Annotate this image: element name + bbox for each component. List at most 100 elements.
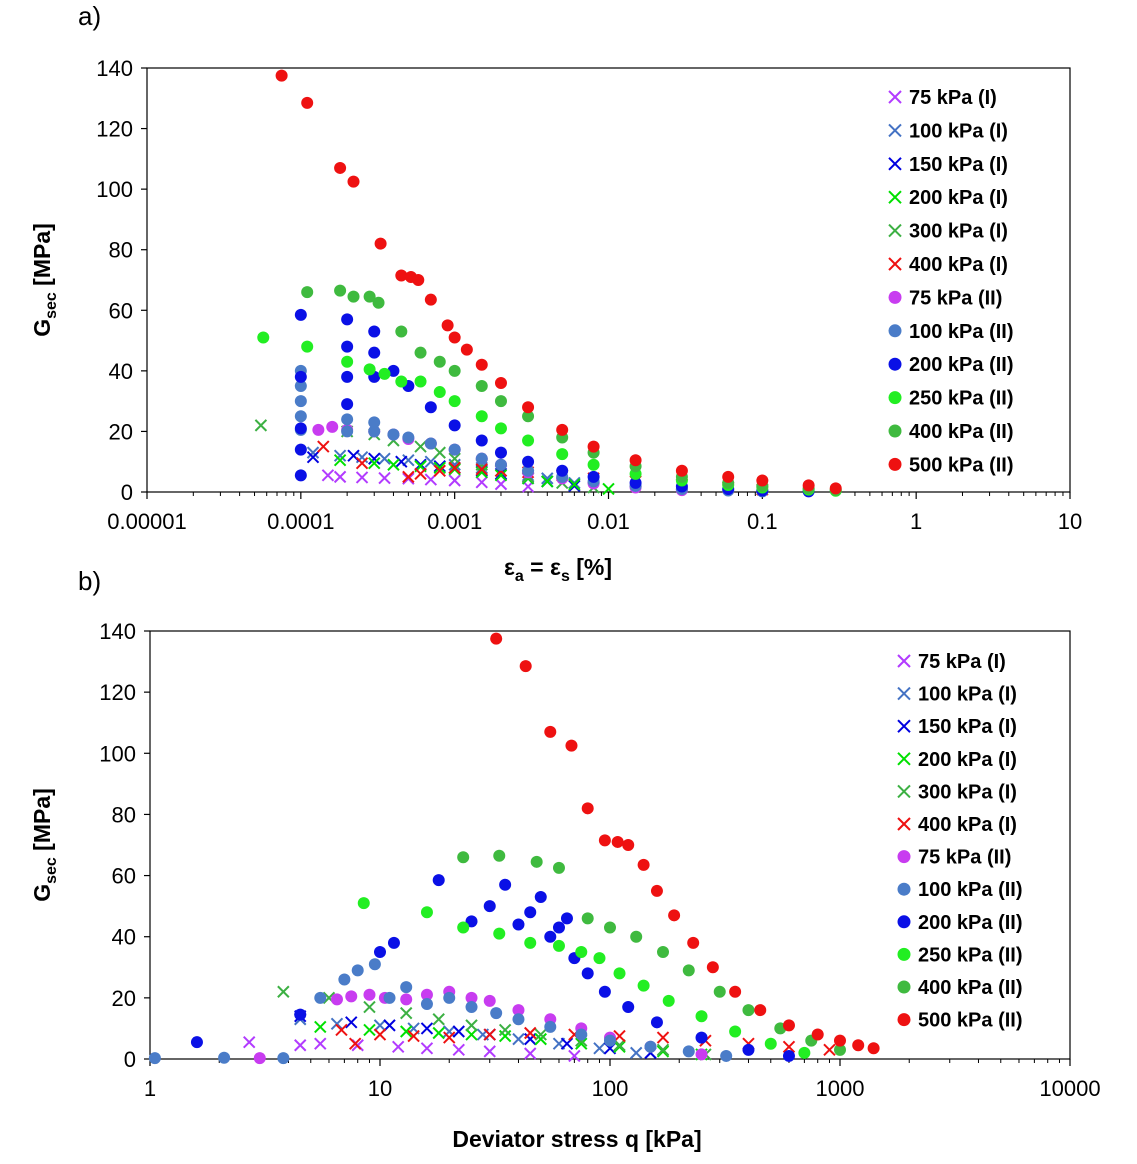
data-point-stroke-b bbox=[541, 472, 554, 485]
data-point bbox=[465, 991, 478, 1004]
data-point bbox=[754, 1004, 767, 1017]
data-point bbox=[424, 437, 437, 450]
data-point bbox=[575, 1037, 588, 1050]
data-point-stroke-b bbox=[414, 458, 427, 471]
data-point bbox=[432, 1013, 445, 1026]
data-point bbox=[465, 1028, 478, 1041]
data-point-stroke-b bbox=[363, 1023, 376, 1037]
legend-marker-stroke-b bbox=[888, 90, 902, 104]
x-tick-label: 0.01 bbox=[587, 509, 630, 534]
data-point-stroke-b bbox=[345, 1016, 358, 1029]
panel-b-x-axis-title: Deviator stress q [kPa] bbox=[452, 1126, 701, 1152]
data-point bbox=[656, 1031, 670, 1044]
legend-entry: 500 kPa (II) bbox=[918, 1010, 1023, 1032]
data-point bbox=[448, 474, 461, 487]
data-point-stroke-b bbox=[524, 1026, 537, 1040]
data-point bbox=[524, 906, 537, 919]
data-point bbox=[368, 457, 381, 470]
data-point-stroke-b bbox=[452, 1025, 465, 1038]
data-point-stroke-b bbox=[541, 475, 554, 488]
data-point bbox=[782, 1019, 795, 1032]
data-point-stroke-b bbox=[483, 1028, 496, 1041]
x-tick-label: 0.1 bbox=[747, 509, 778, 534]
data-point bbox=[522, 455, 535, 468]
data-point-stroke-b bbox=[494, 469, 508, 482]
data-point bbox=[414, 375, 427, 388]
data-point bbox=[682, 964, 695, 977]
data-point bbox=[602, 482, 615, 496]
data-point bbox=[368, 452, 381, 465]
data-point bbox=[294, 1008, 307, 1021]
x-tick-label: 0.001 bbox=[427, 509, 482, 534]
panel-b-ylabel-sub: sec bbox=[43, 857, 60, 884]
legend-marker bbox=[897, 1013, 911, 1027]
legend-marker-stroke-b bbox=[888, 190, 902, 204]
data-point bbox=[530, 855, 543, 868]
data-point bbox=[414, 467, 427, 481]
data-point bbox=[363, 988, 376, 1001]
data-point-stroke-b bbox=[448, 461, 461, 474]
y-tick-label: 60 bbox=[112, 864, 136, 889]
data-point bbox=[524, 1026, 537, 1040]
data-point bbox=[475, 461, 488, 474]
legend-marker bbox=[888, 457, 902, 471]
data-point bbox=[457, 921, 470, 934]
data-point bbox=[729, 1025, 742, 1038]
data-point-stroke-b bbox=[448, 474, 461, 487]
data-point bbox=[374, 237, 387, 250]
data-point bbox=[294, 380, 307, 392]
data-point bbox=[581, 967, 594, 980]
data-point bbox=[407, 1029, 420, 1043]
data-point bbox=[348, 1037, 362, 1050]
data-point bbox=[611, 835, 624, 848]
data-point bbox=[662, 994, 675, 1007]
data-point bbox=[314, 1020, 327, 1034]
legend-marker bbox=[897, 752, 911, 766]
legend-entry: 300 kPa (I) bbox=[909, 221, 1008, 243]
data-point bbox=[534, 1032, 547, 1046]
y-tick-label: 80 bbox=[112, 802, 136, 827]
data-point-stroke-b bbox=[355, 471, 369, 484]
data-point bbox=[657, 946, 670, 958]
data-point-stroke-b bbox=[656, 1031, 670, 1044]
data-point bbox=[556, 423, 569, 436]
legend-marker bbox=[897, 980, 911, 994]
data-point bbox=[544, 930, 557, 943]
data-point bbox=[347, 175, 360, 188]
legend-marker-stroke-b bbox=[888, 223, 902, 238]
panel-b-y-axis-title: Gsec [MPa] bbox=[29, 788, 60, 902]
data-point bbox=[363, 1000, 376, 1014]
panel-b: b) 0 20 40 60 80 100 120 140 1 10 100 1000 10000 75… bbox=[29, 566, 1101, 1152]
data-point bbox=[374, 946, 386, 958]
data-point bbox=[512, 918, 525, 931]
data-point-stroke-b bbox=[378, 452, 391, 465]
data-point bbox=[277, 1052, 290, 1065]
data-point bbox=[351, 964, 364, 977]
data-point bbox=[560, 912, 573, 925]
data-point bbox=[243, 1035, 256, 1049]
data-point bbox=[587, 458, 600, 471]
legend-marker-stroke-b bbox=[897, 817, 911, 831]
legend-marker bbox=[888, 324, 902, 338]
data-point bbox=[294, 410, 307, 423]
data-point bbox=[294, 443, 307, 456]
data-point bbox=[798, 1046, 811, 1059]
data-point-stroke-b bbox=[613, 1039, 626, 1052]
data-point-stroke-b bbox=[568, 478, 581, 491]
data-point bbox=[383, 1019, 396, 1032]
panel-b-label: b) bbox=[78, 566, 101, 596]
x-tick-label: 1000 bbox=[816, 1076, 865, 1101]
data-point bbox=[448, 452, 461, 465]
data-point-stroke-b bbox=[402, 472, 415, 485]
data-point-stroke-b bbox=[656, 1045, 670, 1058]
data-point-stroke-b bbox=[823, 1043, 836, 1057]
data-point bbox=[512, 1013, 525, 1026]
series-100-kpa-i bbox=[294, 1013, 643, 1060]
data-point bbox=[395, 269, 408, 282]
data-point-stroke-b bbox=[494, 477, 508, 491]
data-point bbox=[414, 440, 427, 453]
data-point bbox=[333, 449, 347, 462]
data-point bbox=[483, 900, 496, 913]
data-point-stroke-b bbox=[448, 463, 461, 476]
